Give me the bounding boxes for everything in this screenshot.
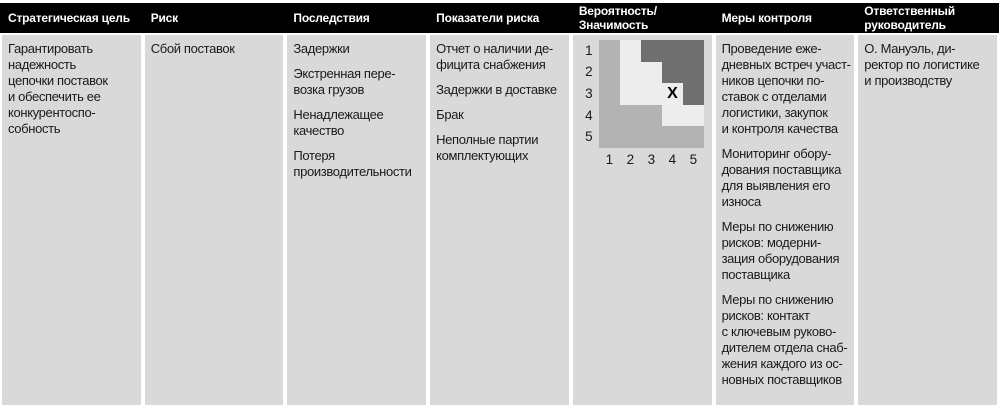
paragraph: Гарантировать надежность цепочки поставо… — [8, 41, 108, 136]
matrix-row-label: 3 — [585, 85, 593, 101]
matrix-row-label: 1 — [585, 42, 593, 58]
matrix-cell — [598, 126, 620, 148]
matrix-corner-spacer — [579, 148, 599, 170]
matrix-cell — [598, 40, 620, 62]
matrix-cell — [682, 104, 704, 127]
paragraph: Проведение еже- дневных встреч участ- ни… — [721, 41, 851, 136]
header-strategic-goal: Стратегическая цель — [2, 3, 141, 33]
matrix-cell — [682, 61, 704, 84]
matrix-cell — [640, 126, 662, 148]
matrix-cell — [598, 61, 620, 84]
header-control-measures: Меры контроля — [715, 3, 855, 33]
matrix-cell — [661, 61, 683, 84]
matrix-col-label: 4 — [668, 152, 677, 168]
matrix-cell — [661, 40, 683, 62]
matrix-col-label: 2 — [626, 152, 635, 168]
cell-strategic-goal: Гарантировать надежность цепочки поставо… — [2, 35, 141, 405]
paragraph: Ненадлежащее качество — [293, 107, 384, 138]
cell-responsible-manager: О. Мануэль, ди- ректор по логистике и пр… — [858, 35, 997, 405]
table-header-bar: Стратегическая цель Риск Последствия Пок… — [0, 3, 999, 33]
matrix-cell — [640, 83, 662, 105]
matrix-col-label: 5 — [689, 152, 698, 168]
matrix-cell — [619, 61, 641, 84]
paragraph: Неполные партии комплектующих — [436, 132, 539, 163]
cell-risk: Сбой поставок — [144, 35, 284, 405]
matrix-cell — [619, 104, 641, 127]
header-consequences: Последствия — [287, 3, 427, 33]
header-responsible-manager: Ответственный руководитель — [858, 3, 997, 33]
matrix-cell — [682, 83, 704, 105]
matrix-cell — [682, 40, 704, 62]
matrix-cell — [640, 61, 662, 84]
table-body-row: Гарантировать надежность цепочки поставо… — [0, 35, 999, 405]
paragraph: Экстренная пере- возка грузов — [293, 66, 396, 97]
header-probability-significance: Вероятность/ Значимость — [572, 3, 712, 33]
cell-consequences: Задержки Экстренная пере- возка грузов Нен… — [287, 35, 427, 405]
paragraph: Задержки — [293, 41, 350, 56]
matrix-row-label: 2 — [585, 64, 593, 80]
matrix-cell — [619, 126, 641, 148]
paragraph: О. Мануэль, ди- ректор по логистике и пр… — [864, 41, 980, 88]
paragraph: Меры по снижению рисков: модерни- зация … — [721, 219, 840, 282]
matrix-row-label: 4 — [585, 107, 593, 123]
paragraph: Брак — [436, 107, 464, 122]
matrix-cell — [640, 104, 662, 127]
cell-risk-indicators: Отчет о наличии де- фицита снабжения Заде… — [430, 35, 569, 405]
matrix-cell — [619, 83, 641, 105]
matrix-marker-cell: X — [661, 83, 683, 105]
matrix-cell — [598, 83, 620, 105]
matrix-col-label: 3 — [647, 152, 656, 168]
cell-control-measures: Проведение еже- дневных встреч участ- ни… — [715, 35, 855, 405]
paragraph: Задержки в доставке — [436, 82, 557, 97]
paragraph: Мониторинг обору- дования поставщика для… — [721, 146, 842, 209]
matrix-cell — [682, 126, 704, 148]
matrix-cell — [661, 126, 683, 148]
matrix-row-label: 5 — [585, 129, 593, 145]
paragraph: Потеря производительности — [293, 148, 412, 179]
header-risk: Риск — [144, 3, 284, 33]
matrix-cell — [661, 104, 683, 127]
matrix-cell — [619, 40, 641, 62]
paragraph: Сбой поставок — [150, 41, 235, 56]
matrix-col-label: 1 — [605, 152, 614, 168]
header-risk-indicators: Показатели риска — [430, 3, 569, 33]
paragraph: Меры по снижению рисков: контакт с ключе… — [721, 292, 848, 387]
matrix-cell — [598, 104, 620, 127]
paragraph: Отчет о наличии де- фицита снабжения — [436, 41, 553, 72]
matrix-cell — [640, 40, 662, 62]
